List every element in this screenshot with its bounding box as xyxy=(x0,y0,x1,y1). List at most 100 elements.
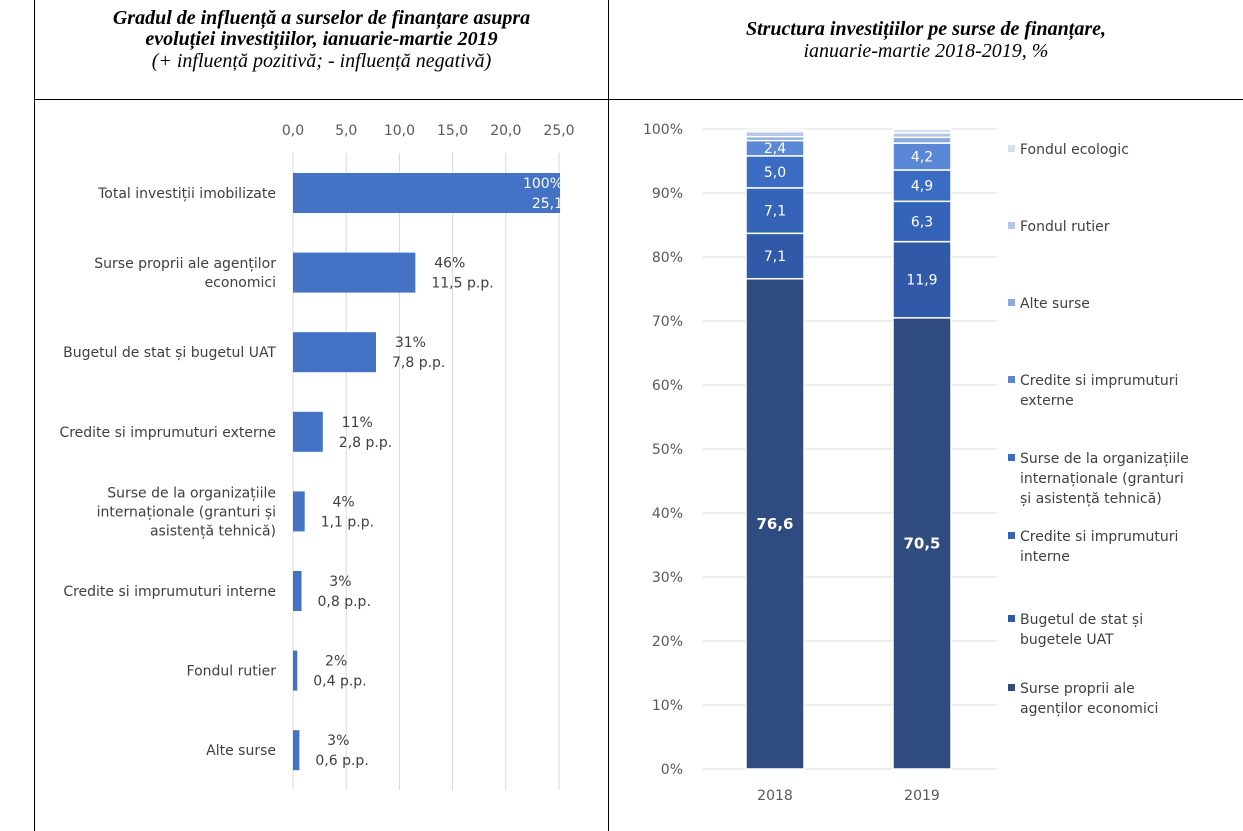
y-tick-label: 80% xyxy=(652,250,683,266)
stacked-segment xyxy=(892,200,952,243)
left-chart-title-line1: Gradul de influență a surselor de finanț… xyxy=(112,7,531,29)
legend-label: Bugetul de stat și xyxy=(1020,612,1143,628)
share-label: 11% xyxy=(342,415,373,431)
segment-value-label: 7,1 xyxy=(764,249,786,265)
x-category-label: 2019 xyxy=(904,788,940,804)
y-tick-label: 10% xyxy=(652,698,683,714)
stacked-segment xyxy=(745,128,805,133)
legend-swatch xyxy=(1008,532,1015,539)
category-label: Fondul rutier xyxy=(187,664,277,680)
legend-swatch xyxy=(1008,684,1015,691)
x-tick-label: 5,0 xyxy=(335,123,357,139)
legend-swatch xyxy=(1008,376,1015,383)
stacked-segment xyxy=(745,155,805,189)
value-label: 0,6 p.p. xyxy=(315,753,368,769)
x-tick-label: 0,0 xyxy=(282,123,304,139)
stacked-segment xyxy=(892,169,952,203)
legend-swatch xyxy=(1008,145,1015,152)
x-tick-label: 25,0 xyxy=(543,123,574,139)
bar xyxy=(293,252,416,293)
segment-value-label: 76,6 xyxy=(756,515,793,533)
stacked-segment xyxy=(892,128,952,134)
y-tick-label: 20% xyxy=(652,634,683,650)
y-tick-label: 50% xyxy=(652,442,683,458)
segment-value-label: 5,0 xyxy=(764,165,786,181)
left-bar-chart: 0,0 5,0 10,0 15,0 20,0 25,0 Total investiții i… xyxy=(59,123,575,790)
legend-label: Alte surse xyxy=(1020,296,1090,312)
y-tick-label: 90% xyxy=(652,186,683,202)
value-label: 2,8 p.p. xyxy=(339,435,392,451)
segment-value-label: 11,9 xyxy=(906,273,937,289)
category-label: asistență tehnică) xyxy=(150,523,276,539)
y-tick-label: 30% xyxy=(652,570,683,586)
right-chart-title-line2: ianuarie-martie 2018-2019, % xyxy=(803,40,1049,62)
segment-value-label: 7,1 xyxy=(764,204,786,220)
share-label: 3% xyxy=(327,733,349,749)
x-tick-label: 20,0 xyxy=(490,123,521,139)
legend-label: Surse de la organizațiile xyxy=(1020,451,1189,467)
x-tick-label: 10,0 xyxy=(384,123,415,139)
category-label: Bugetul de stat și bugetul UAT xyxy=(63,345,276,361)
bar xyxy=(293,173,561,213)
x-category-label: 2018 xyxy=(757,788,793,804)
stacked-segment xyxy=(745,278,805,770)
segment-value-label: 2,4 xyxy=(764,141,786,157)
legend-swatch xyxy=(1008,222,1015,229)
right-chart-title-line1: Structura investițiilor pe surse de fina… xyxy=(745,18,1107,40)
share-label: 4% xyxy=(332,494,354,510)
stacked-segment xyxy=(892,136,952,144)
value-label: 1,1 p.p. xyxy=(321,514,374,530)
category-label: Alte surse xyxy=(206,743,276,759)
y-tick-label: 60% xyxy=(652,378,683,394)
legend-label: și asistență tehnică) xyxy=(1020,491,1162,507)
bar xyxy=(293,411,323,452)
y-tick-label: 70% xyxy=(652,314,683,330)
segment-value-label: 4,2 xyxy=(911,150,933,166)
legend-label: Fondul ecologic xyxy=(1020,142,1129,158)
bar xyxy=(293,571,302,611)
segment-value-label: 70,5 xyxy=(903,534,940,552)
category-label: Surse de la organizațiile xyxy=(107,485,276,501)
stacked-segment xyxy=(892,240,952,319)
bar xyxy=(293,332,376,373)
legend-swatch xyxy=(1008,299,1015,306)
legend-swatch xyxy=(1008,615,1015,622)
legend-label: externe xyxy=(1020,393,1074,409)
left-chart-subtitle: (+ influență pozitivă; - influență negat… xyxy=(151,50,492,72)
legend-label: interne xyxy=(1020,549,1070,565)
share-label: 3% xyxy=(329,574,351,590)
stacked-segment xyxy=(745,187,805,235)
category-label: Total investiții imobilizate xyxy=(97,186,276,202)
y-tick-label: 0% xyxy=(661,762,683,778)
bar xyxy=(293,491,305,532)
value-label: 0,4 p.p. xyxy=(313,674,366,690)
category-label: Surse proprii ale agenților xyxy=(94,256,276,272)
category-label: economici xyxy=(205,275,276,291)
legend-swatch xyxy=(1008,454,1015,461)
category-label: Credite si imprumuturi interne xyxy=(63,584,276,600)
value-label: 25,1 xyxy=(532,196,563,212)
y-tick-label: 40% xyxy=(652,506,683,522)
legend-label: internaționale (granturi xyxy=(1020,471,1184,487)
legend-label: agenților economici xyxy=(1020,701,1158,717)
share-label: 2% xyxy=(325,654,347,670)
segment-value-label: 4,9 xyxy=(911,179,933,195)
segment-value-label: 6,3 xyxy=(911,214,933,230)
legend-label: Surse proprii ale xyxy=(1020,681,1135,697)
value-label: 11,5 p.p. xyxy=(431,276,493,292)
stacked-segment xyxy=(745,130,805,138)
legend-label: Credite si imprumuturi xyxy=(1020,373,1178,389)
bar xyxy=(293,650,298,691)
share-label: 100% xyxy=(523,176,563,192)
right-chart-header: Structura investițiilor pe surse de fina… xyxy=(609,0,1243,100)
x-tick-label: 15,0 xyxy=(437,123,468,139)
legend-label: bugetele UAT xyxy=(1020,632,1114,648)
legend-label: Fondul rutier xyxy=(1020,219,1110,235)
category-label: Credite si imprumuturi externe xyxy=(59,425,276,441)
y-tick-label: 100% xyxy=(643,122,683,138)
share-label: 46% xyxy=(434,256,465,272)
legend-label: Credite si imprumuturi xyxy=(1020,529,1178,545)
stacked-segment xyxy=(745,232,805,280)
left-chart-header: Gradul de influență a surselor de finanț… xyxy=(34,0,609,100)
